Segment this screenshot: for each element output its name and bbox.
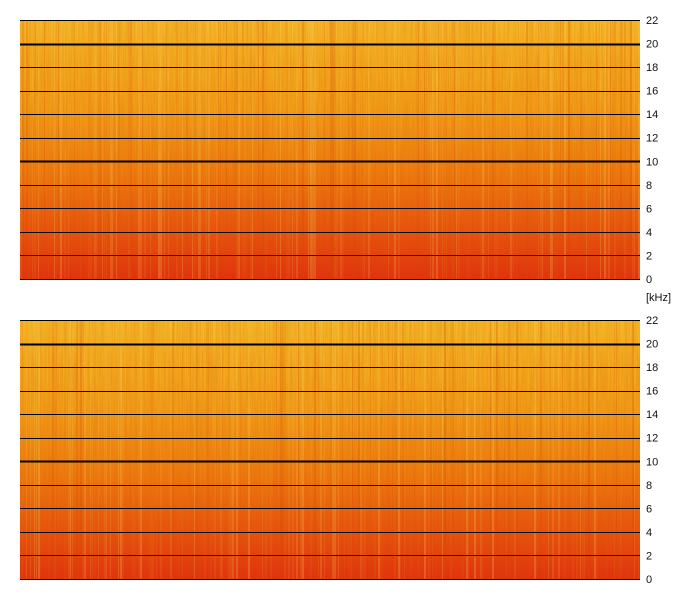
y-tick-label-8: 8 — [646, 480, 652, 492]
y-tick-label-0: 0 — [646, 574, 652, 586]
y-tick-label-14: 14 — [646, 409, 658, 421]
y-tick-label-6: 6 — [646, 503, 652, 515]
y-tick-label-16: 16 — [646, 386, 658, 398]
y-tick-label-20: 20 — [646, 39, 658, 51]
spectrogram-grain — [20, 320, 640, 579]
y-tick-label-16: 16 — [646, 86, 658, 98]
y-tick-label-4: 4 — [646, 227, 652, 239]
y-axis-unit-label: [kHz] — [646, 292, 672, 304]
y-tick-label-12: 12 — [646, 433, 658, 445]
y-tick-label-10: 10 — [646, 156, 658, 168]
y-tick-label-18: 18 — [646, 62, 658, 74]
y-tick-label-6: 6 — [646, 203, 652, 215]
y-tick-label-8: 8 — [646, 180, 652, 192]
y-tick-label-18: 18 — [646, 362, 658, 374]
y-tick-label-22: 22 — [646, 315, 658, 327]
y-tick-label-20: 20 — [646, 339, 658, 351]
y-tick-label-12: 12 — [646, 133, 658, 145]
spectrogram-panel-2: 0 2 4 6 8 10 12 14 16 18 20 22 — [20, 315, 658, 586]
y-tick-label-10: 10 — [646, 456, 658, 468]
y-tick-label-2: 2 — [646, 550, 652, 562]
y-tick-label-22: 22 — [646, 15, 658, 27]
spectrogram-grain — [20, 20, 640, 279]
y-tick-label-4: 4 — [646, 527, 652, 539]
y-tick-label-2: 2 — [646, 250, 652, 262]
y-tick-label-0: 0 — [646, 274, 652, 286]
spectrogram-panel-1: 0 2 4 6 8 10 12 14 16 18 20 22 — [20, 15, 658, 286]
y-tick-label-14: 14 — [646, 109, 658, 121]
